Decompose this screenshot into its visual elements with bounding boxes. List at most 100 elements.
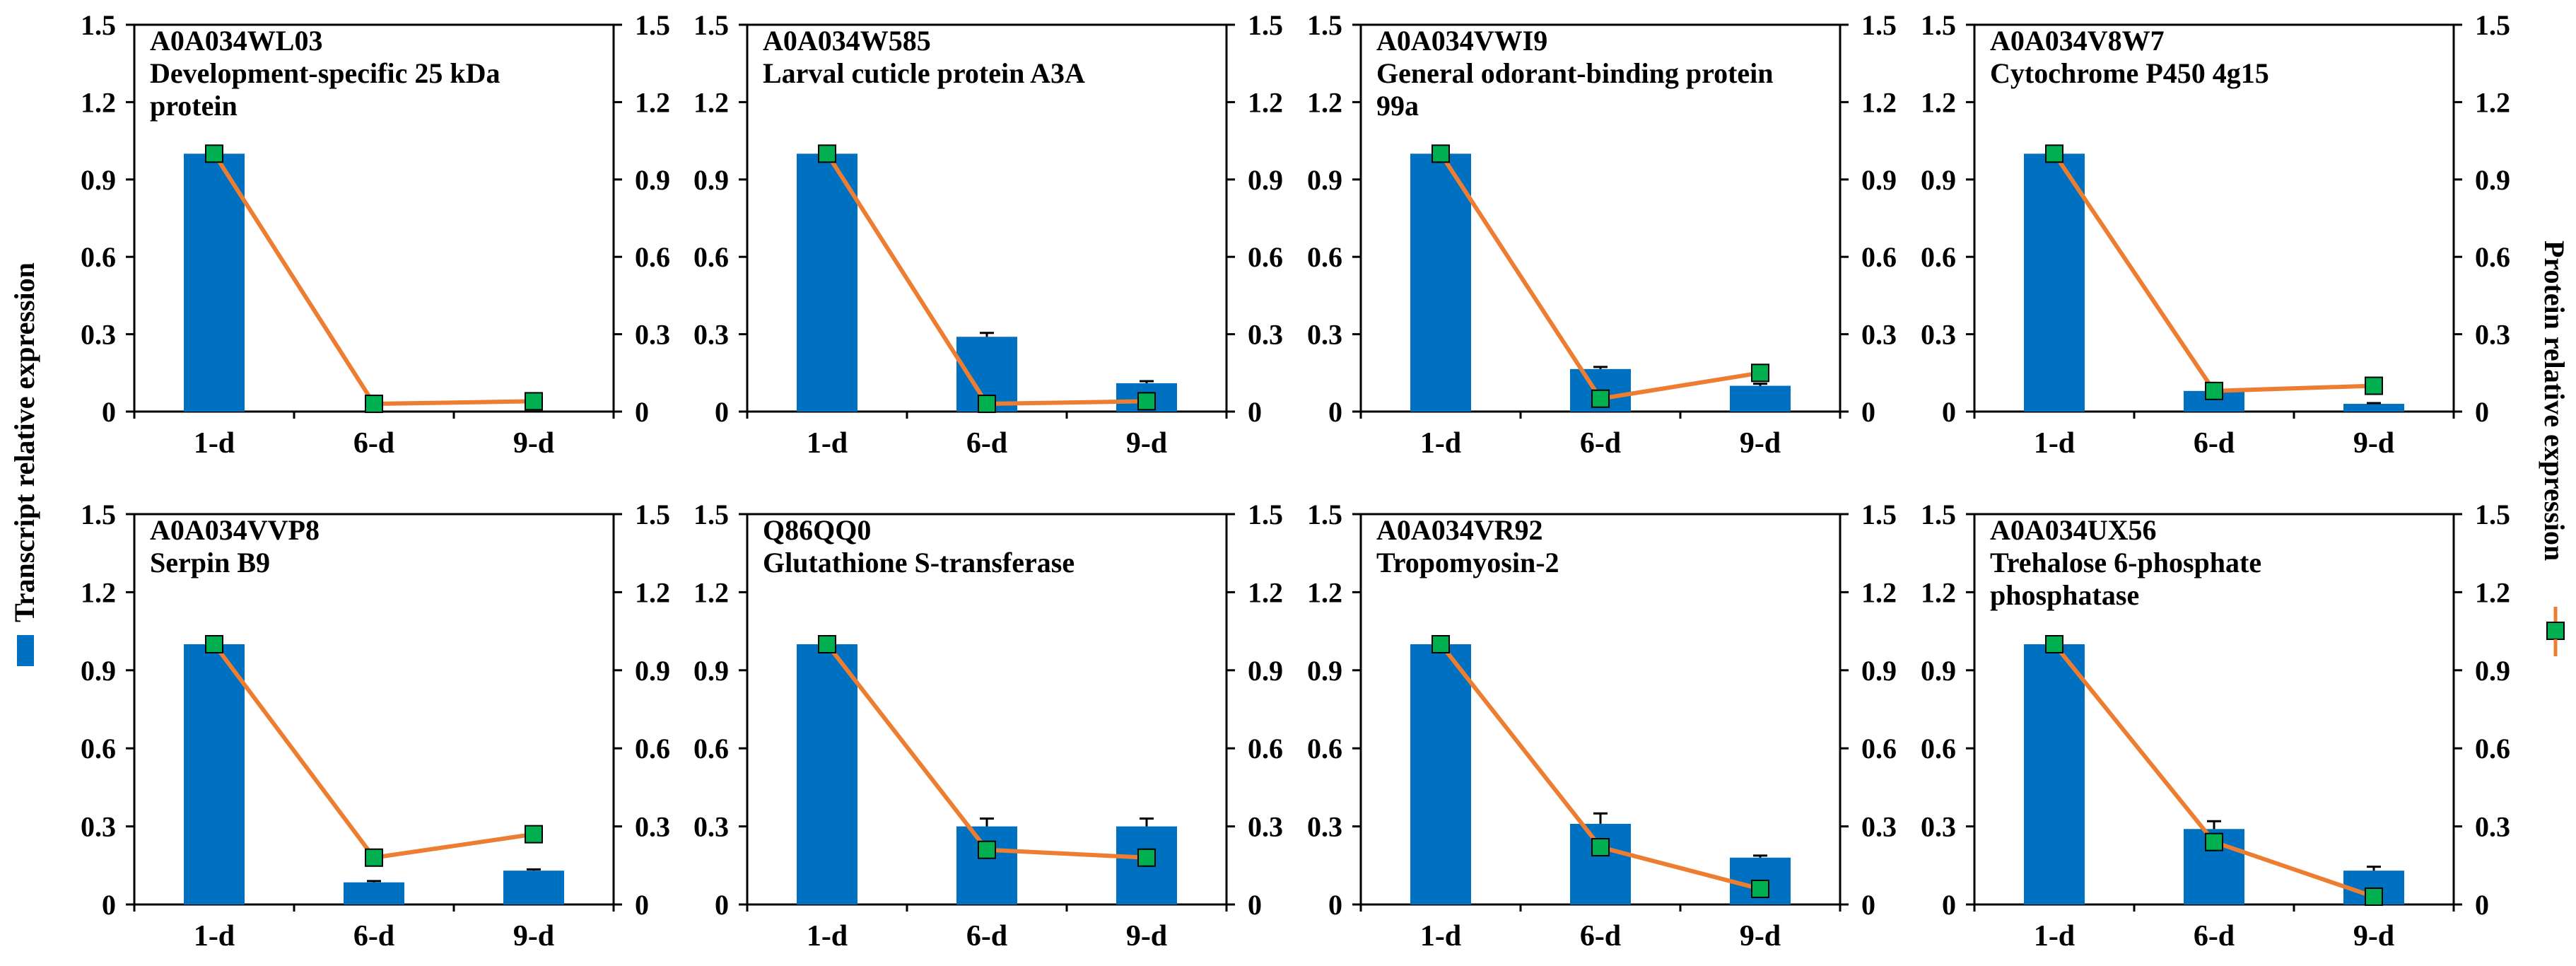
protein-marker-1-d <box>1432 144 1450 163</box>
y-tick-label-right: 0.6 <box>1248 733 1283 764</box>
y-tick-label-left: 1.2 <box>1921 576 1956 608</box>
protein-line <box>2052 152 2375 393</box>
y-tick-label-left: 0.6 <box>1921 241 1956 273</box>
x-tick-label: 9-d <box>1126 427 1167 460</box>
y-tick-label-left: 0 <box>715 396 729 428</box>
y-tick-label-right: 0.9 <box>1248 655 1283 687</box>
y-tick-label-right: 0.3 <box>1861 319 1897 351</box>
protein-marker-6-d <box>1591 389 1610 408</box>
x-tick-label: 6-d <box>1580 920 1621 953</box>
chart-panel-A0A034VWI9: 0 0.3 0.6 0.9 1.2 1.5 0 0.3 0.6 0.9 1.2 1.5 1-d 6-d 9-… <box>1307 9 1897 460</box>
protein-marker-9-d <box>1137 848 1156 867</box>
y-tick-label-right: 0.3 <box>2475 811 2510 843</box>
y-tick-label-right: 1.5 <box>2475 499 2510 530</box>
panel-title-name: phosphatase <box>1990 579 2139 611</box>
y-tick-label-right: 1.5 <box>635 9 670 41</box>
y-tick-label-right: 0.6 <box>635 241 670 273</box>
x-tick-label: 6-d <box>2194 920 2235 953</box>
y-tick-label-left: 1.5 <box>1307 9 1342 41</box>
y-tick-label-left: 0.3 <box>1307 811 1342 843</box>
y-tick-label-left: 0.3 <box>693 811 729 843</box>
y-tick-label-left: 0.9 <box>1921 164 1956 196</box>
chart-panel-Q86QQ0: 0 0.3 0.6 0.9 1.2 1.5 0 0.3 0.6 0.9 1.2 1.5 1-d 6-d 9-… <box>693 499 1283 953</box>
y-tick-label-left: 0.6 <box>1307 241 1342 273</box>
y-tick-label-right: 1.2 <box>1861 86 1897 118</box>
panel-title-name: General odorant-binding protein <box>1376 57 1774 89</box>
x-tick-label: 9-d <box>1740 427 1781 460</box>
bar-9-d <box>1730 385 1791 412</box>
y-tick-label-left: 0.6 <box>693 241 729 273</box>
y-tick-label-right: 0.9 <box>635 164 670 196</box>
y-tick-label-left: 0.9 <box>81 655 116 687</box>
y-tick-label-left: 0.6 <box>1307 733 1342 764</box>
x-tick-label: 6-d <box>1580 427 1621 460</box>
y-tick-label-right: 0 <box>1861 889 1875 921</box>
y-tick-label-right: 1.2 <box>1861 576 1897 608</box>
y-tick-label-left: 1.2 <box>1921 86 1956 118</box>
protein-marker-1-d <box>1432 635 1450 653</box>
x-tick-label: 1-d <box>807 427 848 460</box>
x-tick-label: 9-d <box>513 920 554 953</box>
protein-line <box>212 152 534 407</box>
x-tick-label: 6-d <box>2194 427 2235 460</box>
y-tick-label-left: 0.3 <box>1307 319 1342 351</box>
panel-title-id: A0A034UX56 <box>1990 514 2157 546</box>
y-tick-label-right: 0.6 <box>1861 733 1897 764</box>
y-tick-label-left: 0 <box>1942 889 1956 921</box>
panel-title-name: 99a <box>1376 90 1419 122</box>
panel-title-id: A0A034VWI9 <box>1376 25 1547 57</box>
y-tick-label-right: 0.3 <box>1248 319 1283 351</box>
y-tick-label-left: 0.3 <box>81 811 116 843</box>
y-tick-label-right: 0.9 <box>635 655 670 687</box>
protein-marker-6-d <box>1591 838 1610 857</box>
chart-panel-A0A034VVP8: 0 0.3 0.6 0.9 1.2 1.5 0 0.3 0.6 0.9 1.2 1.5 1-d 6-d 9-… <box>81 499 670 953</box>
panel-title-id: A0A034VR92 <box>1376 514 1543 546</box>
y-tick-label-left: 1.2 <box>1307 576 1342 608</box>
protein-marker-6-d <box>2205 381 2223 400</box>
bar-6-d <box>1570 823 1631 904</box>
y-tick-label-right: 1.5 <box>1861 9 1897 41</box>
y-tick-label-left: 0.6 <box>81 241 116 273</box>
chart-panel-A0A034UX56: 0 0.3 0.6 0.9 1.2 1.5 0 0.3 0.6 0.9 1.2 1.5 1-d 6-d 9-… <box>1921 499 2510 953</box>
y-tick-label-left: 0.9 <box>1307 164 1342 196</box>
y-tick-label-left: 1.5 <box>1921 9 1956 41</box>
y-tick-label-left: 1.5 <box>81 9 116 41</box>
protein-marker-1-d <box>205 144 223 163</box>
bar-1-d <box>1410 644 1471 904</box>
x-tick-label: 9-d <box>513 427 554 460</box>
y-tick-label-left: 0 <box>1328 396 1342 428</box>
y-tick-label-left: 0 <box>102 889 116 921</box>
panel-title-name: Serpin B9 <box>150 547 270 578</box>
y-tick-label-right: 0.9 <box>2475 655 2510 687</box>
bar-6-d <box>956 826 1017 904</box>
protein-marker-1-d <box>818 635 836 653</box>
protein-marker-6-d <box>365 848 383 867</box>
y-tick-label-right: 0.6 <box>1248 241 1283 273</box>
protein-marker-1-d <box>818 144 836 163</box>
y-tick-label-right: 0 <box>2475 889 2489 921</box>
panel-title-id: A0A034VVP8 <box>150 514 320 546</box>
y-tick-label-left: 0 <box>715 889 729 921</box>
legend-transcript-label: Transcript relative expression <box>8 262 40 622</box>
protein-marker-9-d <box>525 392 543 411</box>
x-tick-label: 6-d <box>353 427 394 460</box>
protein-marker-9-d <box>2365 887 2383 906</box>
protein-marker-6-d <box>365 395 383 414</box>
legend-transcript: Transcript relative expression <box>8 262 40 666</box>
x-tick-label: 9-d <box>2353 920 2394 953</box>
y-tick-label-right: 0.3 <box>1861 811 1897 843</box>
protein-marker-6-d <box>978 395 996 414</box>
protein-marker-6-d <box>2205 832 2223 851</box>
y-tick-label-left: 0.3 <box>1921 319 1956 351</box>
y-tick-label-left: 0.9 <box>1307 655 1342 687</box>
y-tick-label-right: 0.9 <box>2475 164 2510 196</box>
y-tick-label-right: 1.2 <box>1248 576 1283 608</box>
protein-line <box>212 643 534 860</box>
panels: 0 0.3 0.6 0.9 1.2 1.5 0 0.3 0.6 0.9 1.2 1.5 1-d 6-d 9-… <box>81 9 2510 953</box>
x-tick-label: 6-d <box>353 920 394 953</box>
y-tick-label-right: 0.9 <box>1248 164 1283 196</box>
y-tick-label-left: 1.2 <box>693 86 729 118</box>
y-tick-label-right: 0.3 <box>635 811 670 843</box>
y-tick-label-right: 0 <box>1248 889 1262 921</box>
x-tick-label: 1-d <box>1420 427 1461 460</box>
